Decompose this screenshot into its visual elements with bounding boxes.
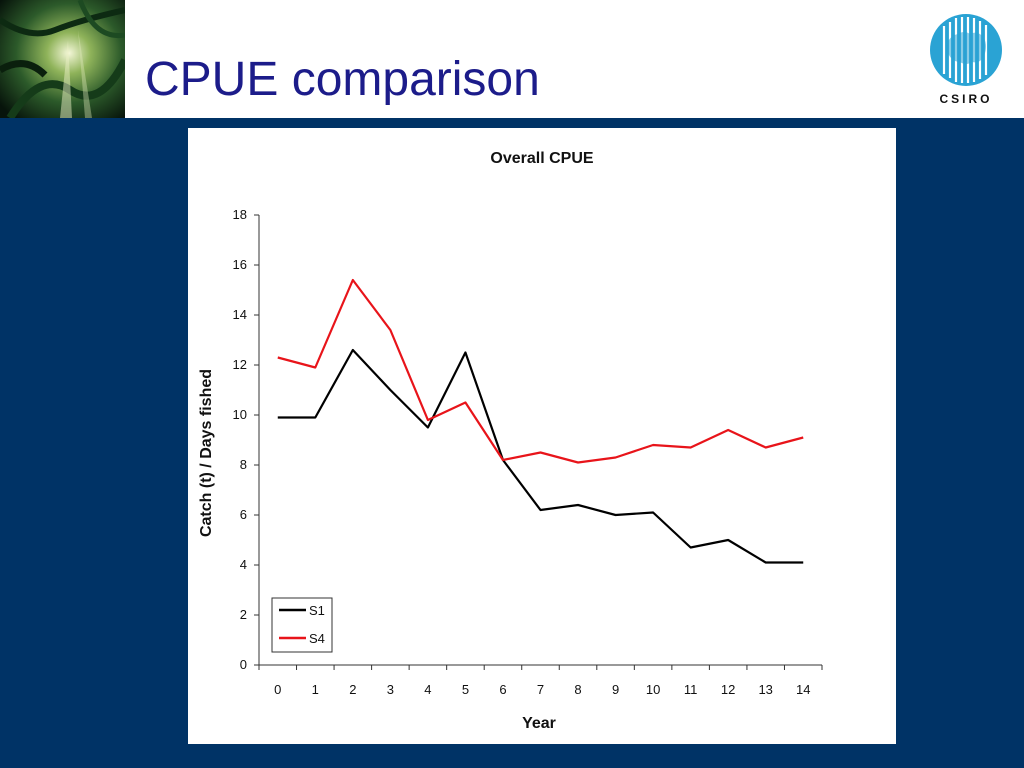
cpue-line-chart: Overall CPUE Catch (t) / Days fished Yea…	[198, 150, 823, 732]
x-tick-label: 10	[646, 682, 660, 697]
series-layer	[277, 278, 804, 564]
y-tick-label: 16	[233, 257, 247, 272]
chart-title: Overall CPUE	[490, 150, 593, 167]
slide-header: CPUE comparison CSIRO	[0, 0, 1024, 118]
y-tick-label: 2	[240, 607, 247, 622]
legend-label-s1: S1	[309, 603, 325, 618]
x-tick-label: 7	[537, 682, 544, 697]
x-tick-label: 8	[574, 682, 581, 697]
y-tick-label: 12	[233, 357, 247, 372]
x-tick-label: 3	[387, 682, 394, 697]
csiro-logo: CSIRO	[926, 12, 1006, 112]
y-tick-label: 18	[233, 207, 247, 222]
y-tick-label: 10	[233, 407, 247, 422]
header-photo	[0, 0, 125, 118]
x-axis-ticks: 0 1 2 3 4 5 6 7 8 9 10 11 12 13 14	[258, 665, 823, 697]
y-tick-label: 8	[240, 457, 247, 472]
y-tick-label: 6	[240, 507, 247, 522]
slide-title: CPUE comparison	[145, 53, 540, 106]
csiro-logo-text: CSIRO	[939, 92, 993, 106]
x-tick-label: 13	[758, 682, 772, 697]
x-tick-label: 5	[462, 682, 469, 697]
chart-legend: S1 S4	[271, 597, 333, 653]
y-tick-label: 14	[233, 307, 247, 322]
x-tick-label: 1	[312, 682, 319, 697]
x-tick-label: 9	[612, 682, 619, 697]
x-tick-label: 6	[499, 682, 506, 697]
x-tick-label: 12	[721, 682, 735, 697]
chart-panel: Overall CPUE Catch (t) / Days fished Yea…	[188, 128, 896, 744]
x-tick-label: 14	[796, 682, 810, 697]
x-tick-label: 0	[274, 682, 281, 697]
x-tick-label: 4	[424, 682, 431, 697]
legend-box	[271, 597, 333, 653]
y-axis-ticks: 0 2 4 6 8 10 12 14 16 18	[233, 207, 259, 672]
series-line-s1	[277, 348, 804, 564]
y-tick-label: 4	[240, 557, 247, 572]
legend-label-s4: S4	[309, 631, 325, 646]
x-tick-label: 2	[349, 682, 356, 697]
x-axis-label: Year	[522, 715, 556, 732]
x-tick-label: 11	[684, 682, 698, 697]
y-axis-label: Catch (t) / Days fished	[198, 369, 215, 537]
series-line-s4	[277, 278, 804, 464]
csiro-logo-icon	[930, 14, 1002, 86]
y-tick-label: 0	[240, 657, 247, 672]
